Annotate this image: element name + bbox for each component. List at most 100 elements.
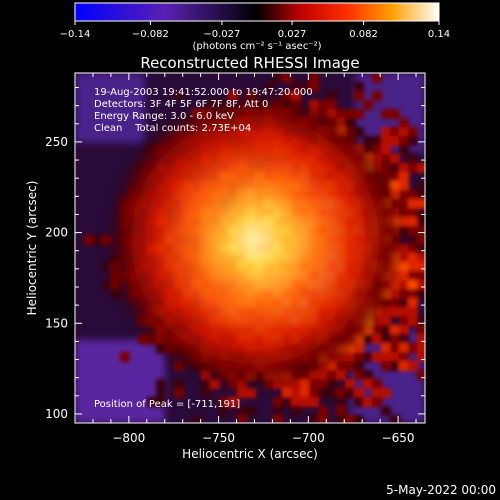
heatmap-cell — [372, 145, 382, 155]
heatmap-cell — [399, 298, 409, 308]
heatmap-cell — [345, 388, 355, 398]
heatmap-cell — [408, 343, 418, 353]
heatmap-cell — [390, 415, 400, 423]
heatmap-cell — [408, 136, 418, 146]
x-tick-label: −800 — [112, 431, 145, 445]
heatmap-cell — [372, 388, 382, 398]
heatmap-cell — [237, 415, 247, 423]
heatmap-cell — [399, 136, 409, 146]
heatmap-cell — [345, 109, 355, 119]
heatmap-cell — [408, 253, 418, 263]
heatmap-cell — [408, 127, 418, 137]
heatmap-cell — [363, 100, 373, 110]
heatmap-cell — [390, 136, 400, 146]
heatmap-cell — [399, 280, 409, 290]
heatmap-cell — [399, 352, 409, 362]
heatmap-cell — [408, 289, 418, 299]
heatmap-cell — [336, 361, 346, 371]
heatmap-cell — [372, 352, 382, 362]
heatmap-cell — [93, 235, 103, 245]
heatmap-cell — [417, 199, 425, 209]
heatmap-cell — [318, 379, 328, 389]
heatmap-cell — [381, 334, 391, 344]
heatmap-cell — [327, 100, 337, 110]
heatmap-cell — [417, 343, 425, 353]
annotation-clean-counts: Clean Total counts: 2.73E+04 — [94, 123, 251, 134]
heatmap-cell — [417, 190, 425, 200]
heatmap-cell — [408, 190, 418, 200]
heatmap-cell — [201, 379, 211, 389]
heatmap-cell — [354, 361, 364, 371]
heatmap-cell — [390, 109, 400, 119]
heatmap-cell — [300, 388, 310, 398]
heatmap-cell — [399, 118, 409, 128]
plot-area — [75, 73, 425, 423]
heatmap-cell — [399, 334, 409, 344]
heatmap-cell — [345, 361, 355, 371]
heatmap-cell — [408, 154, 418, 164]
heatmap-cell — [399, 217, 409, 227]
heatmap-cell — [327, 388, 337, 398]
chart-title: Reconstructed RHESSI Image — [140, 54, 359, 72]
heatmap-cell — [399, 172, 409, 182]
heatmap-cell — [291, 388, 301, 398]
annotation-time-range: 19-Aug-2003 19:41:52.000 to 19:47:20.000 — [94, 87, 313, 98]
heatmap-cell — [327, 379, 337, 389]
heatmap-cell — [399, 253, 409, 263]
y-tick-label: 100 — [45, 407, 68, 421]
heatmap-cell — [345, 415, 355, 423]
colorbar-tick-label: 0.027 — [278, 29, 307, 40]
heatmap-cell — [354, 109, 364, 119]
heatmap-cell — [417, 325, 425, 335]
colorbar-gradient — [74, 2, 440, 22]
heatmap-cell — [156, 397, 166, 407]
heatmap-cell — [417, 235, 425, 245]
heatmap-cell — [408, 298, 418, 308]
heatmap-cell — [363, 370, 373, 380]
heatmap-cell — [354, 415, 364, 423]
heatmap-cell — [345, 118, 355, 128]
heatmap-cell — [390, 298, 400, 308]
heatmap-cell — [345, 379, 355, 389]
heatmap-cell — [381, 325, 391, 335]
heatmap-cell — [354, 370, 364, 380]
heatmap-cell — [282, 73, 292, 83]
x-tick-label: −750 — [202, 431, 235, 445]
heatmap-cell — [237, 388, 247, 398]
heatmap-cell — [291, 397, 301, 407]
heatmap-cell — [417, 280, 425, 290]
heatmap-cell — [372, 73, 382, 83]
heatmap-cell — [336, 388, 346, 398]
heatmap-cell — [147, 397, 157, 407]
colorbar-tick-label: 0.082 — [349, 29, 378, 40]
heatmap-cell — [246, 406, 256, 416]
heatmap-cell — [336, 397, 346, 407]
heatmap-cell — [363, 136, 373, 146]
colorbar-unit-label: (photons cm⁻² s⁻¹ asec⁻²) — [192, 41, 321, 52]
x-tick-label: −650 — [382, 431, 415, 445]
heatmap-cell — [408, 244, 418, 254]
heatmap-cell — [399, 262, 409, 272]
heatmap-cell — [354, 397, 364, 407]
heatmap-cell — [273, 397, 283, 407]
annotation-detectors: Detectors: 3F 4F 5F 6F 7F 8F, Att 0 — [94, 99, 268, 110]
heatmap-cell — [390, 325, 400, 335]
x-axis-label: Heliocentric X (arcsec) — [182, 447, 318, 461]
heatmap-cell — [381, 406, 391, 416]
heatmap-cell — [246, 388, 256, 398]
heatmap-cell — [102, 280, 112, 290]
heatmap-cell — [174, 388, 184, 398]
heatmap-cell — [309, 397, 319, 407]
heatmap-cell — [309, 379, 319, 389]
heatmap-cell — [309, 415, 319, 423]
heatmap-cell — [390, 343, 400, 353]
heatmap-cell — [363, 352, 373, 362]
heatmap-cell — [372, 379, 382, 389]
heatmap-cell — [291, 82, 301, 92]
heatmap-cell — [318, 388, 328, 398]
heatmap-cell — [417, 226, 425, 236]
heatmap-cell — [417, 370, 425, 380]
heatmap-cell — [120, 352, 130, 362]
heatmap-cell — [408, 307, 418, 317]
heatmap-cell — [174, 91, 184, 101]
